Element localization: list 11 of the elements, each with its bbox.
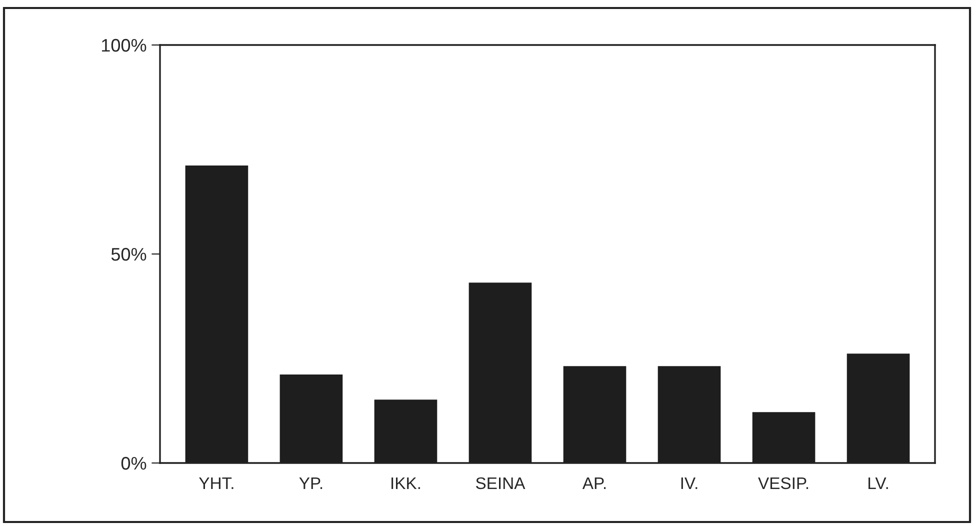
x-tick-label: IV. [681, 478, 698, 489]
x-tick-label: IKK. [392, 478, 420, 489]
x-tick-label: YHT. [199, 478, 234, 489]
y-tick-label: 0% [121, 456, 146, 470]
x-tick-label: LV. [868, 478, 888, 489]
x-tick-label: AP. [582, 478, 606, 489]
y-tick-label: 100% [102, 38, 146, 52]
x-tick-label: SEINA [476, 477, 526, 490]
y-tick-label: 50% [111, 248, 146, 261]
x-tick-label: VESIP. [758, 477, 808, 490]
x-tick-label: YP. [299, 478, 322, 489]
